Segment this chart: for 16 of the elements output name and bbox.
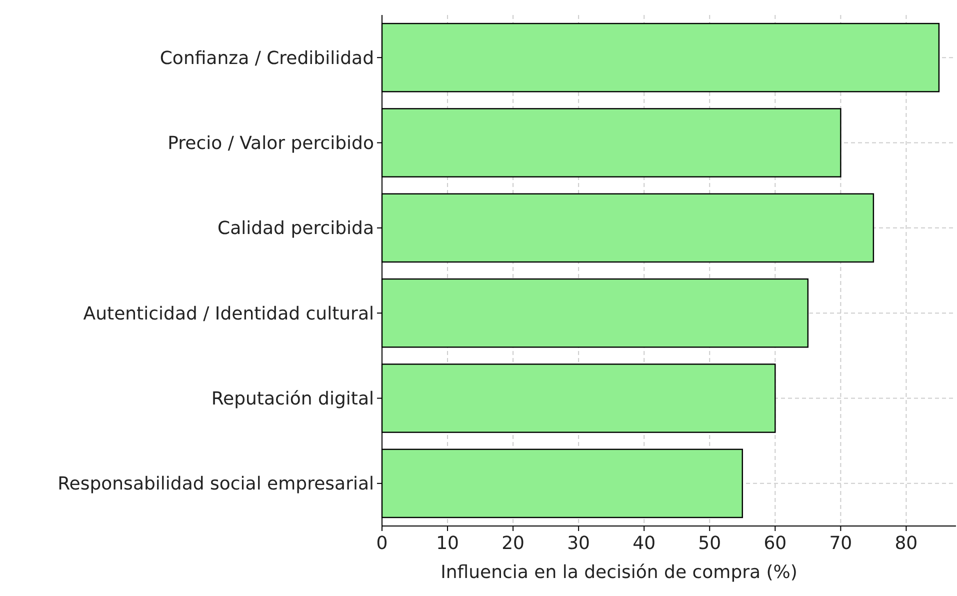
- x-tick-label: 50: [698, 533, 722, 554]
- x-tick-label: 0: [376, 533, 388, 554]
- x-axis-title: Influencia en la decisión de compra (%): [440, 562, 798, 583]
- y-tick-label: Responsabilidad social empresarial: [58, 474, 374, 495]
- y-tick-label: Confianza / Credibilidad: [160, 48, 374, 69]
- x-tick-label: 60: [764, 533, 787, 554]
- x-tick-label: 20: [502, 533, 525, 554]
- x-tick-label: 40: [632, 533, 656, 554]
- x-tick-label: 80: [894, 533, 918, 554]
- y-tick-label: Reputación digital: [211, 388, 374, 410]
- y-tick-label: Autenticidad / Identidad cultural: [83, 303, 374, 324]
- y-tick-label: Precio / Valor percibido: [168, 133, 374, 154]
- x-tick-label: 30: [567, 533, 590, 554]
- x-tick-label: 10: [436, 533, 459, 554]
- y-tick-label: Calidad percibida: [218, 218, 374, 240]
- x-tick-label: 70: [829, 533, 852, 554]
